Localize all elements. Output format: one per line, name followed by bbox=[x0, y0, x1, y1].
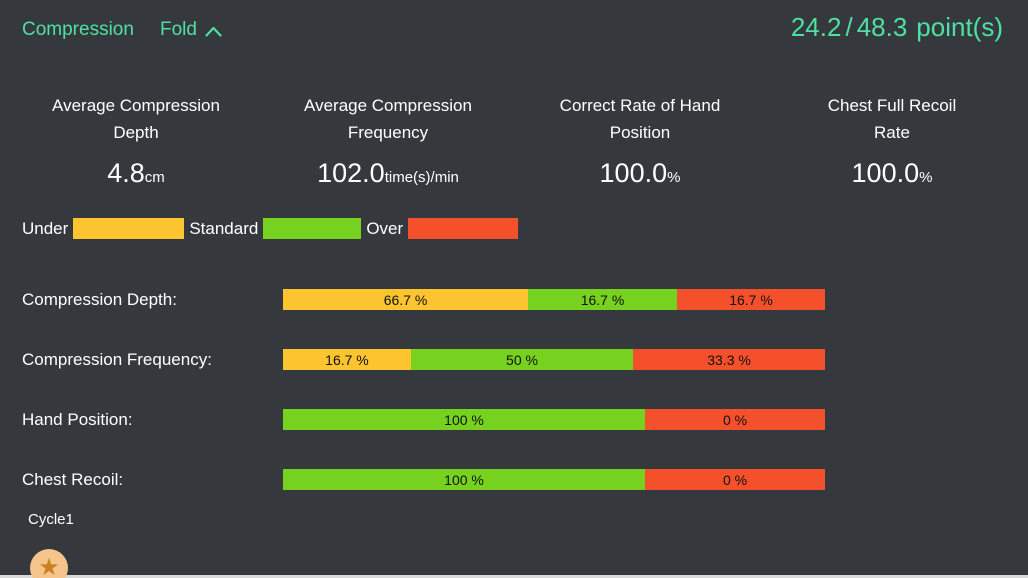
cycle-label: Cycle1 bbox=[28, 511, 74, 528]
bar-row-label: Chest Recoil: bbox=[22, 470, 124, 489]
stat-correct-rate-hand-position: Correct Rate of Hand Position 100.0% bbox=[514, 92, 766, 189]
bar-row-compression-frequency: Compression Frequency: 16.7 % 50 % 33.3 … bbox=[0, 338, 1028, 398]
legend-swatch-standard bbox=[263, 218, 362, 239]
stacked-bar-hand-position: 100 % 0 % bbox=[283, 409, 825, 430]
stat-value: 100.0% bbox=[599, 158, 681, 188]
fold-toggle[interactable]: Fold bbox=[160, 19, 222, 41]
bar-segment-standard: 50 % bbox=[410, 349, 634, 370]
bar-row-chest-recoil: Chest Recoil: 100 % 0 % bbox=[0, 458, 1028, 518]
bar-segment-standard: 100 % bbox=[283, 409, 646, 430]
bar-segment-standard: 100 % bbox=[283, 469, 646, 490]
legend-swatch-over bbox=[408, 218, 519, 239]
stat-label: Average Compression Frequency bbox=[304, 96, 472, 142]
stat-chest-full-recoil-rate: Chest Full Recoil Rate 100.0% bbox=[766, 92, 1018, 189]
bottom-divider bbox=[0, 575, 1028, 578]
bar-row-label: Hand Position: bbox=[22, 410, 133, 429]
stacked-bar-compression-depth: 66.7 % 16.7 % 16.7 % bbox=[283, 289, 825, 310]
bar-segment-under: 16.7 % bbox=[283, 349, 411, 370]
bar-segment-over: 16.7 % bbox=[677, 289, 825, 310]
bar-row-label: Compression Depth: bbox=[22, 290, 177, 309]
stats-row: Average Compression Depth 4.8 cm Average … bbox=[10, 92, 1018, 189]
chevron-up-icon bbox=[205, 24, 222, 37]
stacked-bar-chest-recoil: 100 % 0 % bbox=[283, 469, 825, 490]
stat-label: Average Compression Depth bbox=[52, 96, 220, 142]
stat-label: Chest Full Recoil Rate bbox=[827, 96, 957, 142]
stat-average-compression-frequency: Average Compression Frequency 102.0 time(… bbox=[262, 92, 514, 189]
legend-swatch-under bbox=[73, 218, 185, 239]
score-display: 24.2 / 48.3 point(s) bbox=[791, 12, 1003, 43]
bar-segment-standard: 16.7 % bbox=[527, 289, 678, 310]
bars-section: Compression Depth: 66.7 % 16.7 % 16.7 % … bbox=[0, 278, 1028, 518]
legend-label-standard: Standard bbox=[189, 218, 259, 238]
score-unit: point(s) bbox=[916, 12, 1003, 42]
fold-label: Fold bbox=[160, 19, 197, 40]
star-icon: ★ bbox=[38, 553, 60, 578]
page-title: Compression bbox=[22, 19, 134, 40]
legend-label-under: Under bbox=[22, 218, 69, 238]
score-current: 24.2 bbox=[790, 12, 842, 42]
bar-row-compression-depth: Compression Depth: 66.7 % 16.7 % 16.7 % bbox=[0, 278, 1028, 338]
stat-value: 4.8 cm bbox=[107, 158, 165, 188]
stat-label: Correct Rate of Hand Position bbox=[559, 96, 721, 142]
bar-row-label: Compression Frequency: bbox=[22, 350, 212, 369]
legend: Under Standard Over bbox=[22, 218, 519, 239]
bar-row-hand-position: Hand Position: 100 % 0 % bbox=[0, 398, 1028, 458]
bar-segment-under: 66.7 % bbox=[283, 289, 528, 310]
score-total: 48.3 bbox=[856, 12, 908, 42]
bar-segment-over: 33.3 % bbox=[633, 349, 825, 370]
bar-segment-over: 0 % bbox=[645, 469, 825, 490]
stacked-bar-compression-frequency: 16.7 % 50 % 33.3 % bbox=[283, 349, 825, 370]
cycle-star-badge[interactable]: ★ bbox=[30, 549, 68, 578]
score-separator: / bbox=[845, 12, 853, 42]
stat-value: 100.0% bbox=[851, 158, 933, 188]
stat-average-compression-depth: Average Compression Depth 4.8 cm bbox=[10, 92, 262, 189]
legend-label-over: Over bbox=[366, 218, 404, 238]
bar-segment-over: 0 % bbox=[645, 409, 825, 430]
stat-value: 102.0 time(s)/min bbox=[317, 158, 459, 188]
